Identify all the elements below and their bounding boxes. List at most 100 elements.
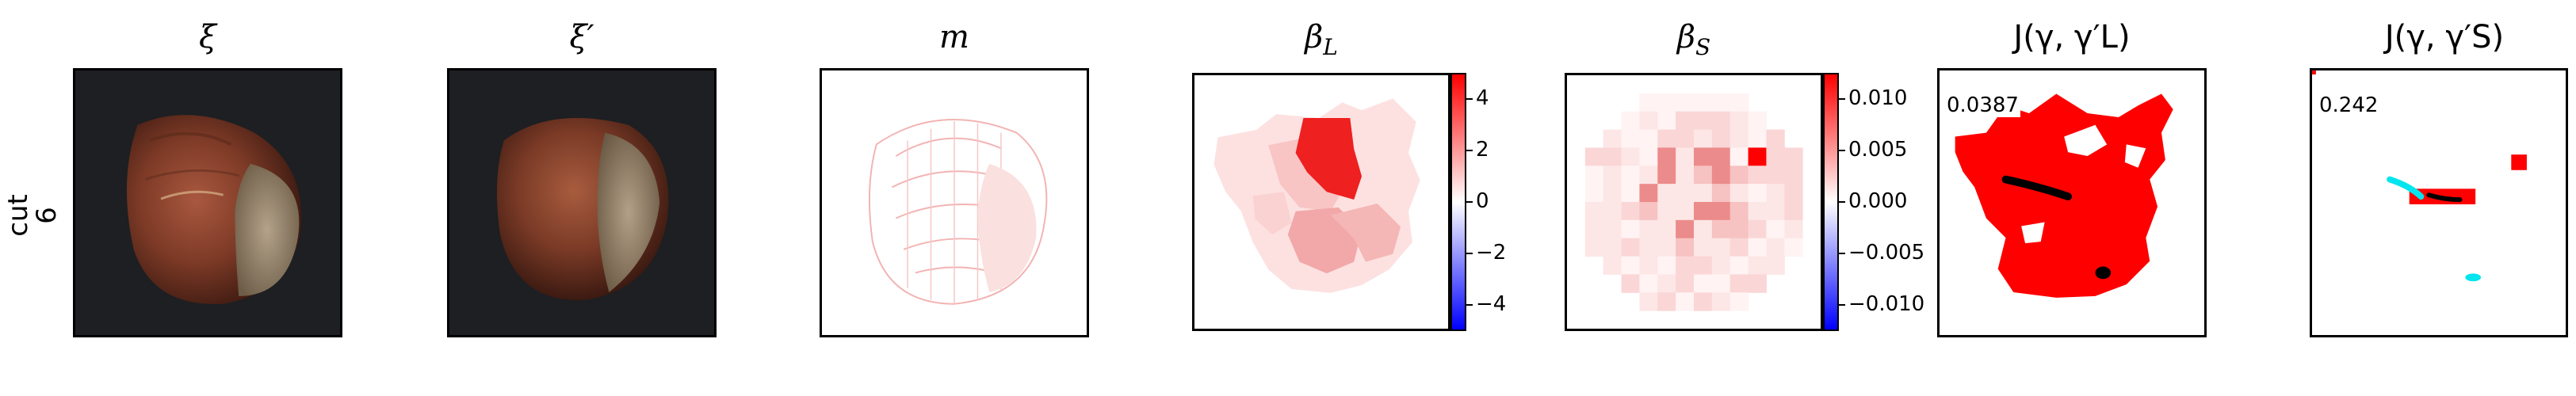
- image-xi: [73, 68, 342, 337]
- beta-S-cell: [1657, 219, 1676, 239]
- beta-S-cell: [1748, 219, 1767, 239]
- panel-title-beta-L: βL: [1192, 19, 1450, 60]
- beta-S-cell: [1711, 166, 1731, 185]
- beta-S-cell: [1694, 219, 1713, 239]
- beta-S-cell: [1784, 219, 1803, 239]
- beta-S-cell: [1603, 129, 1622, 148]
- beta-S-cell: [1694, 256, 1713, 275]
- beta-S-cell: [1584, 184, 1604, 203]
- beta-S-cell: [1766, 202, 1785, 221]
- J-S-score: 0.242: [2318, 93, 2380, 117]
- colorbar-beta-L-tick-label: 2: [1476, 137, 1489, 162]
- beta-S-cell: [1603, 219, 1622, 239]
- panel-title-beta-S: βS: [1565, 19, 1823, 60]
- beta-S-cell: [1711, 292, 1731, 311]
- beta-S-cell: [1729, 238, 1749, 257]
- beta-S-cell: [1784, 166, 1803, 185]
- beta-S-cell: [1711, 184, 1731, 203]
- colorbar-beta-S-tickmark: [1839, 253, 1845, 255]
- beta-S-cell: [1694, 147, 1713, 166]
- beta-S-cell: [1748, 274, 1767, 293]
- beta-S-cell: [1766, 147, 1785, 166]
- panel-title-m: m: [939, 19, 969, 55]
- beta-S-cell: [1639, 147, 1658, 166]
- beta-S-cell: [1748, 256, 1767, 275]
- beta-S-cell: [1621, 147, 1640, 166]
- beta-S-cell: [1729, 256, 1749, 275]
- beta-S-cell: [1639, 256, 1658, 275]
- colorbar-beta-L-tickmark: [1466, 149, 1473, 151]
- beta-S-cell: [1676, 184, 1695, 203]
- beta-S-cell: [1657, 274, 1676, 293]
- beta-S-cell: [1621, 202, 1640, 221]
- row-label-line1: cut: [2, 194, 34, 237]
- colorbar-beta-S-tick-label: 0.010: [1848, 86, 1908, 110]
- beta-S-cell: [1766, 256, 1785, 275]
- beta-S-cell: [1657, 256, 1676, 275]
- beta-S-cell: [1766, 219, 1785, 239]
- beta-S-cell: [1639, 202, 1658, 221]
- beta-S-cell: [1694, 274, 1713, 293]
- beta-S-cell: [1784, 184, 1803, 203]
- colorbar-beta-L-tick-label: 4: [1476, 86, 1489, 110]
- beta-S-cell: [1729, 219, 1749, 239]
- colorbar-beta-S: [1823, 73, 1839, 331]
- beta-S-cell: [1694, 111, 1713, 131]
- beta-S-cell: [1639, 292, 1658, 311]
- beta-S-cell: [1711, 238, 1731, 257]
- panel-title-xi-prime: ξ′: [569, 19, 594, 55]
- mask-heatmap: [822, 70, 1087, 335]
- colorbar-beta-L: [1450, 73, 1466, 331]
- colorbar-beta-S-tickmark: [1839, 304, 1845, 307]
- beta-S-cell: [1784, 238, 1803, 257]
- beta-S-cell: [1657, 184, 1676, 203]
- beta-S-cell: [1639, 111, 1658, 131]
- beta-S-cell: [1694, 166, 1713, 185]
- beta-L-title-main: β: [1305, 19, 1324, 55]
- beta-S-cell: [1711, 274, 1731, 293]
- beta-S-cell: [1711, 202, 1731, 221]
- beta-S-cell: [1621, 184, 1640, 203]
- beta-L-title-sub: L: [1323, 34, 1338, 60]
- beta-S-cell: [1748, 238, 1767, 257]
- beta-S-cell: [1657, 147, 1676, 166]
- beta-S-cell: [1711, 111, 1731, 131]
- image-m: [820, 68, 1089, 337]
- beta-S-cell: [1694, 238, 1713, 257]
- beta-S-cell: [1676, 274, 1695, 293]
- beta-S-cell: [1657, 93, 1676, 112]
- beta-S-cell: [1621, 129, 1640, 148]
- beta-S-cell: [1694, 93, 1713, 112]
- beta-S-cell: [1657, 166, 1676, 185]
- beta-S-cell: [1676, 202, 1695, 221]
- beta-S-cell: [1676, 292, 1695, 311]
- beta-S-title-main: β: [1676, 19, 1695, 55]
- beta-S-cell: [1729, 202, 1749, 221]
- panel-title-J-L: J(γ, γ′L): [2013, 19, 2131, 55]
- beta-S-cell: [1729, 129, 1749, 148]
- beta-S-peak-cell: [1748, 147, 1767, 166]
- beta-S-cell: [1603, 166, 1622, 185]
- beta-S-cell: [1639, 93, 1658, 112]
- beta-S-cell: [1711, 256, 1731, 275]
- beta-S-cell: [1729, 147, 1749, 166]
- beta-S-cell: [1694, 202, 1713, 221]
- beta-S-cell: [1729, 93, 1749, 112]
- beta-S-cell: [1694, 292, 1713, 311]
- beta-S-cell: [1766, 129, 1785, 148]
- beta-S-cell: [1584, 202, 1604, 221]
- beta-S-cell: [1621, 219, 1640, 239]
- colorbar-beta-S-tick-label: −0.005: [1848, 241, 1925, 265]
- beta-S-cell: [1639, 274, 1658, 293]
- beta-S-cell: [1584, 219, 1604, 239]
- beta-S-cell: [1711, 129, 1731, 148]
- beta-S-cell: [1657, 202, 1676, 221]
- beta-S-cell: [1584, 147, 1604, 166]
- beta-S-cell: [1657, 129, 1676, 148]
- beta-S-cell: [1676, 111, 1695, 131]
- beta-S-cell: [1748, 129, 1767, 148]
- beta-S-cell: [1729, 166, 1749, 185]
- beta-S-cell: [1766, 238, 1785, 257]
- beta-S-cell: [1676, 219, 1695, 239]
- beta-S-cell: [1676, 238, 1695, 257]
